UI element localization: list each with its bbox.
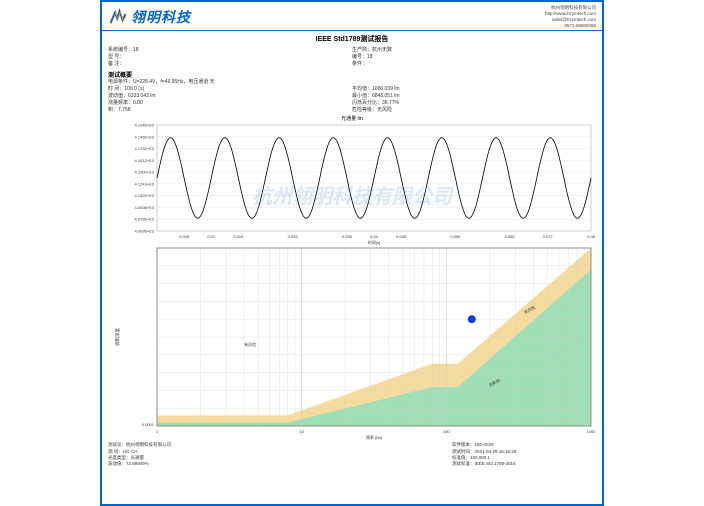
company-name: 杭州翎明科技有限公司 (545, 5, 596, 11)
svg-text:0.045: 0.045 (396, 234, 407, 239)
report-title: IEEE Std1789测试报告 (102, 31, 602, 47)
test-block: 电源条件：U=228.4V，f=49.95Hz，电压通道 无 时 间：100.0… (102, 79, 602, 114)
charts-area: 光通量 lm 4.1945+E3 4.1450+E3 4.1752+E3 4.1512… (102, 114, 602, 440)
risk-region-chart: 有风险低风险无影响1101001000频率 [Hz]调制深度0.0001 (107, 245, 597, 440)
svg-text:0.065: 0.065 (505, 234, 516, 239)
svg-text:4.1752+E3: 4.1752+E3 (135, 146, 155, 151)
svg-text:0.08: 0.08 (587, 234, 596, 239)
logo-block: 翎明科技 (108, 5, 191, 28)
svg-text:有风险: 有风险 (244, 341, 256, 347)
svg-text:4.1249+E3: 4.1249+E3 (135, 182, 155, 187)
report-page: 翎明科技 杭州翎明科技有限公司 http://www.hzymtech.com … (100, 0, 604, 506)
company-phone: 0571-86800286 (545, 23, 596, 29)
test-right: 平均值：1000.039 lm 最小值：6843.051 lm 闪烁百分比：36… (352, 79, 596, 114)
svg-text:0.005: 0.005 (179, 234, 190, 239)
svg-text:4.0095+E3: 4.0095+E3 (135, 229, 155, 234)
svg-text:0.04: 0.04 (370, 234, 379, 239)
chart1-title: 光通量 lm (107, 115, 597, 122)
svg-text:100: 100 (443, 429, 450, 434)
meta-block: 系统编号：18 型 号： 备 注： 生产商：杭州无数 编号：18 条件： (102, 47, 602, 68)
svg-text:1: 1 (156, 429, 159, 434)
footer-meta: 测试员：杭州翎明科技有限公司 测 试：HG-CH 光度类型：光通量 波动值：72… (102, 440, 602, 469)
flux-waveform-chart: 4.1945+E3 4.1450+E3 4.1752+E3 4.1512+E3 4.19… (107, 123, 597, 245)
footer-right: 软件版本：180-0020 测试时间：2021-04-29 16:15:29 标… (352, 442, 596, 467)
logo-text: 翎明科技 (131, 7, 191, 27)
svg-text:4.1900+E3: 4.1900+E3 (135, 170, 155, 175)
svg-text:4.0508+E3: 4.0508+E3 (135, 205, 155, 210)
svg-text:0.01: 0.01 (207, 234, 216, 239)
svg-text:4.1945+E3: 4.1945+E3 (135, 123, 155, 128)
svg-text:4.1520+E3: 4.1520+E3 (135, 194, 155, 199)
svg-text:4.1512+E3: 4.1512+E3 (135, 158, 155, 163)
svg-text:1000: 1000 (587, 429, 597, 434)
svg-text:调制深度: 调制深度 (114, 328, 121, 346)
svg-text:时间[s]: 时间[s] (368, 239, 380, 245)
svg-text:4.0795+E3: 4.0795+E3 (135, 217, 155, 222)
svg-text:0.015: 0.015 (233, 234, 244, 239)
svg-text:0.025: 0.025 (288, 234, 299, 239)
meta-left: 系统编号：18 型 号： 备 注： (108, 47, 352, 68)
svg-text:4.1450+E3: 4.1450+E3 (135, 135, 155, 140)
meta-right: 生产商：杭州无数 编号：18 条件： (352, 47, 596, 68)
company-url: http://www.hzymtech.com (545, 11, 596, 17)
svg-text:0.072: 0.072 (543, 234, 554, 239)
company-email: sales@hzymtech.com (545, 17, 596, 23)
footer-left: 测试员：杭州翎明科技有限公司 测 试：HG-CH 光度类型：光通量 波动值：72… (108, 442, 352, 467)
header-contact: 杭州翎明科技有限公司 http://www.hzymtech.com sales… (545, 5, 596, 28)
svg-text:频率 [Hz]: 频率 [Hz] (366, 434, 382, 440)
svg-text:0.055: 0.055 (450, 234, 461, 239)
test-left: 电源条件：U=228.4V，f=49.95Hz，电压通道 无 时 间：100.0… (108, 79, 352, 114)
header: 翎明科技 杭州翎明科技有限公司 http://www.hzymtech.com … (102, 2, 602, 31)
svg-text:10: 10 (299, 429, 304, 434)
logo-icon (108, 8, 128, 26)
svg-text:0.035: 0.035 (342, 234, 353, 239)
svg-text:0.0001: 0.0001 (142, 422, 155, 427)
test-section-title: 测试概要 (102, 68, 602, 79)
